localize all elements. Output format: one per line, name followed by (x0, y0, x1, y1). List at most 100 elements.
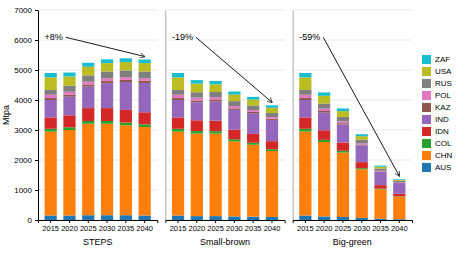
x-tick: 2035 (372, 220, 389, 233)
y-tick: 0 (28, 216, 38, 225)
x-tick-mark (253, 220, 254, 223)
legend-swatch (422, 139, 431, 148)
x-tick-mark (125, 220, 126, 223)
grid-line (293, 10, 412, 11)
y-tick: 4000 (14, 96, 38, 105)
bar-segment (337, 121, 349, 123)
y-tick-label: 4000 (14, 96, 32, 105)
series (45, 108, 151, 129)
bar-segment (266, 117, 278, 119)
grid (38, 10, 157, 220)
y-tick-label: 3000 (14, 126, 32, 135)
bar-segment (191, 101, 203, 103)
bar-segment (191, 216, 203, 220)
bar-segment (299, 216, 311, 221)
x-tick-mark (178, 220, 179, 223)
x-tick-mark (324, 220, 325, 223)
x-tick: 2030 (99, 220, 116, 233)
series (45, 82, 151, 117)
bar-segment (337, 111, 349, 117)
x-tick: 2035 (245, 220, 262, 233)
legend-label: RUS (435, 79, 452, 88)
bar-segment (299, 98, 311, 100)
series (172, 132, 278, 218)
y-tick-mark (35, 220, 38, 221)
bar-segment (101, 121, 113, 124)
legend-item: ZAF (422, 55, 450, 64)
series (299, 100, 405, 194)
bar-segment (63, 95, 75, 97)
bar-segment (266, 149, 278, 151)
x-tick: 2015 (170, 220, 187, 233)
bar-segment (172, 117, 184, 128)
x-tick-label: 2025 (335, 224, 352, 233)
bar-segment (393, 180, 405, 181)
bar-segment (191, 80, 203, 83)
y-tick-label: 5000 (14, 66, 32, 75)
bar-segment (393, 194, 405, 197)
bar-segment (247, 143, 259, 145)
bar-segment (209, 216, 221, 220)
legend-swatch (422, 151, 431, 160)
bar-segment (266, 119, 278, 120)
x-tick-label: 2020 (61, 224, 78, 233)
series (299, 132, 405, 220)
bar-segment (318, 92, 330, 95)
bar-segment (209, 131, 221, 133)
series (172, 95, 278, 119)
bar-segment (172, 98, 184, 100)
bar-segment (266, 120, 278, 141)
bar-segment (318, 104, 330, 109)
bar-segment (318, 109, 330, 111)
legend-swatch (422, 103, 431, 112)
bar-segment (356, 162, 368, 168)
bar-segment (209, 81, 221, 84)
bar-segment (318, 96, 330, 104)
bar-segment (299, 90, 311, 95)
bar-segment (337, 143, 349, 151)
series (45, 215, 151, 220)
x-tick-label: 2015 (42, 224, 59, 233)
bar-segment (172, 216, 184, 221)
bar-segment (139, 78, 151, 80)
bar-segment (247, 113, 259, 134)
legend-swatch (422, 115, 431, 124)
bar-segment (139, 60, 151, 64)
y-tick-mark (35, 160, 38, 161)
legend-swatch (422, 55, 431, 64)
x-tick: 2025 (335, 220, 352, 233)
bar-segment (139, 112, 151, 124)
bar-segment (299, 95, 311, 98)
legend-item: RUS (422, 79, 452, 88)
x-tick-label: 2025 (80, 224, 97, 233)
x-tick-label: 2035 (372, 224, 389, 233)
bar-segment (374, 169, 386, 171)
bar-segment (228, 216, 240, 220)
annotation-arrow (196, 37, 272, 102)
bar-segment (228, 101, 240, 106)
bar-segment (120, 125, 132, 215)
y-tick-mark (35, 70, 38, 71)
bar-segment (393, 182, 405, 183)
bar-segment (228, 139, 240, 141)
bar-segment (191, 134, 203, 217)
bar-segment (266, 105, 278, 107)
bar-segment (209, 121, 221, 132)
panel: 0100020003000400050006000700020152020202… (1, 6, 158, 247)
bar-segment (82, 63, 94, 67)
series (45, 58, 151, 77)
bar-segment (228, 91, 240, 94)
annotation-arrow (323, 37, 399, 176)
bar-segment (337, 217, 349, 220)
series (172, 117, 278, 149)
bar-segment (191, 84, 203, 93)
bar-segment (299, 129, 311, 132)
bar-segment (337, 123, 349, 124)
series (172, 73, 278, 108)
x-axis-line (293, 221, 412, 224)
grid-line (293, 70, 412, 71)
series (299, 77, 405, 180)
y-tick-mark (35, 100, 38, 101)
bar-segment (374, 166, 386, 167)
bar-segment (247, 145, 259, 217)
